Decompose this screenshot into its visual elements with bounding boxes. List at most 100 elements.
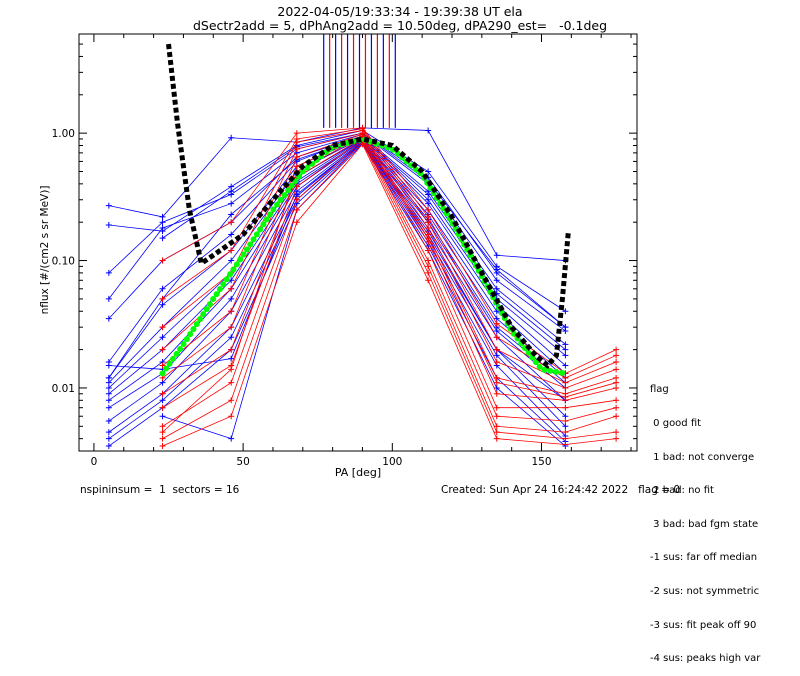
data-point: [613, 413, 620, 420]
legend-item: 1 bad: not converge: [650, 451, 755, 463]
y-tick-label: 1.00: [52, 128, 75, 140]
data-point: [293, 163, 300, 170]
data-point: [562, 404, 569, 411]
series-line: [162, 141, 617, 440]
data-point: [562, 435, 569, 442]
data-point: [613, 352, 620, 359]
data-point: [562, 362, 569, 369]
series-22: [159, 127, 620, 386]
series-line: [162, 128, 617, 379]
data-point: [493, 413, 500, 420]
fit-black-line: [166, 43, 571, 370]
data-point: [159, 346, 166, 353]
data-point: [493, 334, 500, 341]
y-tick-label: 0.01: [52, 383, 75, 395]
fit-green-line: [159, 135, 569, 377]
series-line: [162, 135, 617, 433]
data-point: [159, 404, 166, 411]
data-point: [159, 362, 166, 369]
data-point: [613, 379, 620, 386]
series-13: [105, 139, 569, 436]
data-point: [159, 435, 166, 442]
data-point: [159, 413, 166, 420]
data-point: [562, 441, 569, 448]
series-line: [108, 127, 566, 261]
data-point: [493, 320, 500, 327]
data-point: [359, 141, 366, 148]
series-16: [159, 141, 569, 450]
data-point: [228, 346, 235, 353]
legend-item: 0 good fit: [650, 418, 702, 430]
series-line: [108, 141, 566, 433]
data-point: [159, 213, 166, 220]
data-point: [493, 327, 500, 334]
data-point: [228, 435, 235, 442]
series-18: [105, 134, 569, 381]
series-line: [162, 139, 617, 433]
data-point: [293, 191, 300, 198]
series-line: [108, 133, 566, 332]
data-point: [613, 358, 620, 365]
data-point: [425, 257, 432, 264]
data-point: [228, 355, 235, 362]
data-point: [562, 418, 569, 425]
data-point: [562, 324, 569, 331]
x-tick-label: 50: [236, 456, 249, 468]
data-point: [293, 219, 300, 226]
data-point: [425, 225, 432, 232]
data-point: [159, 429, 166, 436]
series-3: [105, 131, 569, 334]
data-point: [105, 362, 112, 369]
data-point: [425, 191, 432, 198]
data-point: [493, 266, 500, 273]
y-tick-label: 0.10: [52, 256, 75, 268]
series-line: [162, 143, 617, 447]
data-point: [562, 393, 569, 400]
data-point: [425, 168, 432, 175]
y-axis-label: nflux [#/(cm2 s sr MeV)]: [39, 186, 51, 315]
data-point: [293, 206, 300, 213]
x-axis-label: PA [deg]: [335, 466, 381, 479]
data-point: [562, 423, 569, 430]
data-point: [228, 257, 235, 264]
series-31: [159, 132, 620, 436]
data-point: [159, 423, 166, 430]
series-line: [108, 141, 566, 401]
data-point: [613, 346, 620, 353]
data-point: [105, 222, 112, 229]
data-point: [293, 146, 300, 153]
data-point: [562, 352, 569, 359]
data-point: [425, 277, 432, 284]
data-point: [105, 295, 112, 302]
series-line: [108, 137, 566, 383]
data-point: [425, 235, 432, 242]
data-point: [228, 413, 235, 420]
data-point: [228, 397, 235, 404]
data-point: [562, 346, 569, 353]
legend-title: flag: [650, 384, 669, 396]
data-point: [493, 435, 500, 442]
data-point: [105, 404, 112, 411]
data-point: [293, 139, 300, 146]
data-point: [228, 211, 235, 218]
legend-item: -3 sus: fit peak off 90: [650, 619, 757, 631]
series-10: [105, 137, 569, 404]
data-point: [613, 404, 620, 411]
data-point: [105, 429, 112, 436]
data-point: [493, 252, 500, 259]
series-30: [159, 141, 620, 450]
data-point: [228, 308, 235, 315]
data-point: [293, 183, 300, 190]
data-point: [493, 429, 500, 436]
data-point: [159, 390, 166, 397]
data-point: [228, 366, 235, 373]
legend-item: -1 sus: far off median: [650, 552, 758, 564]
data-point: [562, 379, 569, 386]
data-point: [293, 130, 300, 137]
series-line: [108, 142, 566, 439]
data-point: [425, 269, 432, 276]
data-point: [493, 346, 500, 353]
data-point: [228, 285, 235, 292]
series-line: [162, 130, 617, 384]
data-point: [228, 134, 235, 141]
